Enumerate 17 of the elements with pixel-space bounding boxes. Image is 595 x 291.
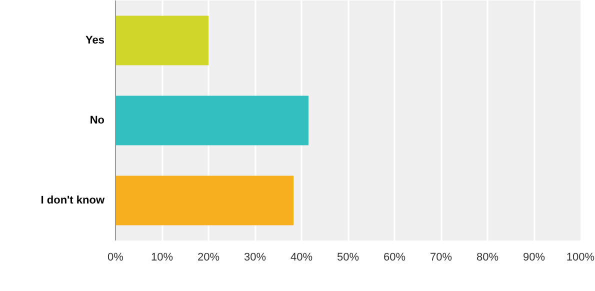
x-tick-label: 0% — [108, 252, 124, 264]
y-tick-label: No — [90, 114, 105, 126]
x-tick-label: 40% — [290, 252, 313, 264]
x-tick-label: 60% — [383, 252, 406, 264]
y-tick-label: I don't know — [40, 194, 105, 206]
x-tick-label: 50% — [336, 252, 360, 264]
x-tick-label: 20% — [197, 252, 220, 264]
x-tick-label: 100% — [566, 252, 595, 264]
x-tick-label: 30% — [244, 252, 266, 264]
x-tick-label: 10% — [150, 252, 174, 264]
y-tick-label: Yes — [86, 34, 105, 46]
bar — [116, 16, 208, 66]
bar — [116, 176, 294, 226]
x-tick-label: 80% — [476, 252, 499, 264]
bar — [116, 96, 308, 146]
x-tick-label: 90% — [522, 252, 546, 264]
x-tick-label: 70% — [430, 252, 452, 264]
